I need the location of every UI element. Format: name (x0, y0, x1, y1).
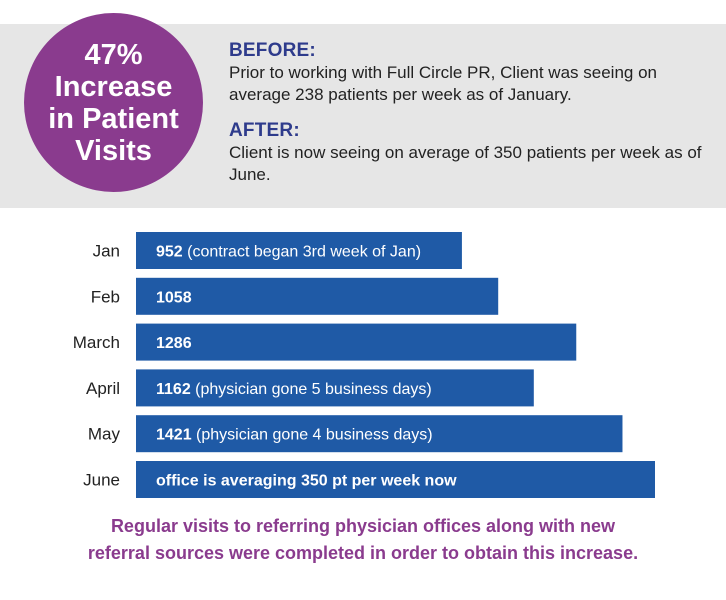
bar-label: 1286 (156, 335, 192, 352)
increase-badge: 47% Increase in Patient Visits (24, 13, 203, 192)
bar-label: office is averaging 350 pt per week now (156, 473, 457, 490)
footer-line-2: referral sources were completed in order… (87, 543, 639, 563)
before-text: Prior to working with Full Circle PR, Cl… (229, 63, 657, 104)
category-label: May (88, 425, 121, 444)
value-label: 1421 (156, 427, 192, 444)
bar-march (136, 323, 577, 361)
value-label: 952 (156, 244, 183, 261)
bar-june (136, 461, 655, 498)
bar-april (136, 369, 534, 407)
value-label: 1058 (156, 289, 192, 306)
bar-label: 1421 (physician gone 4 business days) (156, 427, 433, 444)
bar-label: 1058 (156, 289, 192, 306)
bar-feb (136, 277, 499, 315)
footer-caption: Regular visits to referring physician of… (0, 513, 726, 567)
bar-note: (physician gone 4 business days) (192, 427, 433, 444)
category-label: June (83, 471, 120, 490)
category-label: Feb (91, 287, 120, 306)
bar-label: 952 (contract began 3rd week of Jan) (156, 244, 421, 261)
value-label: 1286 (156, 335, 192, 352)
bar-note: (physician gone 5 business days) (191, 381, 432, 398)
badge-text: 47% Increase in Patient Visits (48, 38, 179, 167)
after-heading: AFTER: (229, 120, 300, 141)
category-label: April (86, 379, 120, 398)
after-text: Client is now seeing on average of 350 p… (229, 143, 702, 184)
bar-jan (136, 232, 462, 269)
bar-may (136, 415, 623, 453)
before-after-panel: BEFORE: Prior to working with Full Circl… (229, 40, 719, 186)
before-heading: BEFORE: (229, 40, 316, 61)
monthly-visits-chart: Jan 952 (contract began 3rd week of Jan) F… (73, 232, 655, 498)
footer-line-1: Regular visits to referring physician of… (110, 516, 616, 536)
category-label: Jan (93, 242, 120, 261)
category-label: March (73, 333, 120, 352)
bar-label: 1162 (physician gone 5 business days) (156, 381, 432, 398)
bar-note: (contract began 3rd week of Jan) (183, 244, 421, 261)
bar-note: office is averaging 350 pt per week now (156, 473, 457, 490)
value-label: 1162 (156, 381, 191, 398)
